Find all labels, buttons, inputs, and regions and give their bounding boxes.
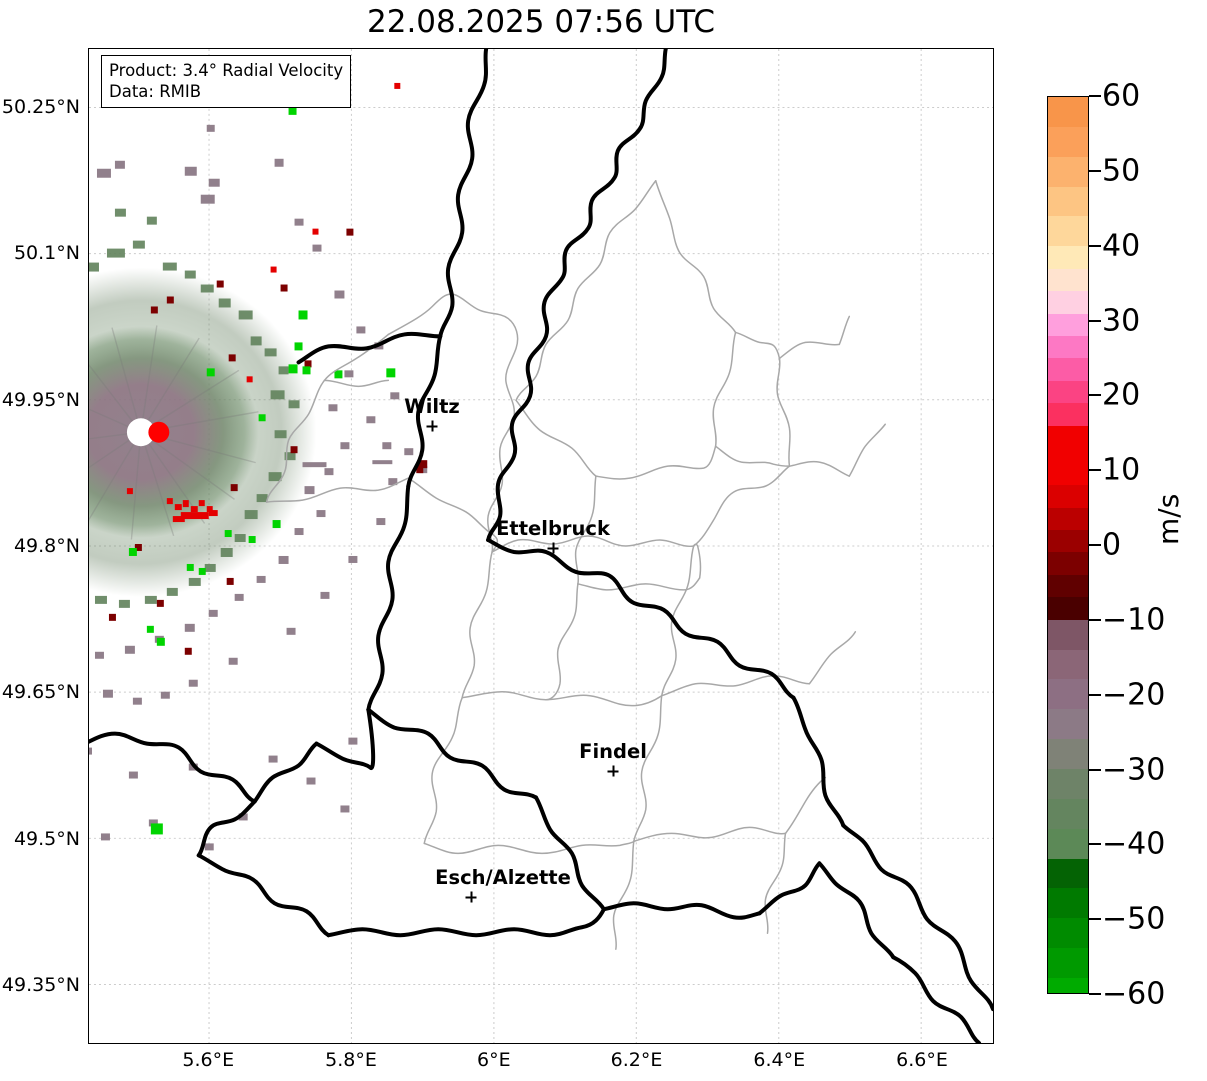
colorbar-band bbox=[1048, 918, 1088, 949]
colorbar-tick-mark bbox=[1089, 918, 1101, 921]
colorbar-band bbox=[1048, 828, 1088, 859]
radar-site-hole bbox=[126, 418, 155, 447]
y-tick-label: 49.35°N bbox=[1, 974, 80, 997]
colorbar-band bbox=[1048, 186, 1088, 217]
colorbar-tick-label: 10 bbox=[1102, 452, 1141, 488]
colorbar-tick-mark bbox=[1089, 394, 1101, 397]
colorbar-band bbox=[1048, 156, 1088, 187]
info-data-line: Data: RMIB bbox=[109, 82, 202, 101]
colorbar-band bbox=[1048, 246, 1088, 269]
colorbar-band bbox=[1048, 425, 1088, 486]
colorbar-tick-mark bbox=[1089, 768, 1101, 771]
colorbar-tick-label: −50 bbox=[1102, 901, 1166, 937]
colorbar-band bbox=[1048, 679, 1088, 710]
city-marker-esch-alzette bbox=[465, 891, 477, 903]
product-info-box: Product: 3.4° Radial Velocity Data: RMIB bbox=[101, 55, 352, 108]
echo-cells-darkred bbox=[108, 228, 428, 655]
y-tick-label: 50.25°N bbox=[1, 95, 80, 118]
colorbar-band bbox=[1048, 216, 1088, 247]
colorbar-tick-label: 0 bbox=[1102, 527, 1122, 563]
colorbar-band bbox=[1048, 619, 1088, 650]
city-marker-findel bbox=[607, 765, 619, 777]
city-marker-wiltz bbox=[426, 420, 438, 432]
colorbar-band bbox=[1048, 335, 1088, 359]
colorbar-band bbox=[1048, 739, 1088, 769]
colorbar-tick-mark bbox=[1089, 544, 1101, 546]
x-tick-label: 5.8°E bbox=[325, 1049, 377, 1071]
colorbar-tick-label: −10 bbox=[1102, 602, 1166, 638]
y-tick-label: 49.8°N bbox=[13, 535, 80, 557]
colorbar-band bbox=[1048, 858, 1088, 889]
colorbar-tick-mark bbox=[1089, 169, 1101, 172]
colorbar-tick-label: 60 bbox=[1102, 78, 1141, 114]
colorbar-band bbox=[1048, 268, 1088, 292]
colorbar-band bbox=[1048, 574, 1088, 598]
colorbar-band bbox=[1048, 380, 1088, 404]
colorbar-tick-mark bbox=[1089, 244, 1101, 247]
colorbar-gradient bbox=[1048, 97, 1088, 993]
colorbar-band bbox=[1048, 709, 1088, 740]
x-tick-label: 5.6°E bbox=[182, 1049, 235, 1071]
x-tick-label: 6°E bbox=[477, 1049, 511, 1071]
colorbar-band bbox=[1048, 403, 1088, 426]
city-marker-ettelbruck bbox=[547, 542, 559, 554]
echo-cells-brightgreen bbox=[128, 106, 396, 835]
colorbar-band bbox=[1048, 649, 1088, 680]
info-product-line: Product: 3.4° Radial Velocity bbox=[109, 61, 344, 80]
colorbar-tick-mark bbox=[1089, 993, 1101, 995]
x-tick-label: 6.6°E bbox=[896, 1049, 948, 1071]
colorbar-tick-mark bbox=[1089, 95, 1101, 97]
colorbar-band bbox=[1048, 485, 1088, 508]
colorbar-tick-label: 20 bbox=[1102, 377, 1141, 413]
y-tick-label: 49.65°N bbox=[1, 681, 80, 704]
colorbar-band bbox=[1048, 552, 1088, 575]
colorbar-band bbox=[1048, 769, 1088, 799]
echo-cells-green bbox=[89, 208, 300, 608]
colorbar-tick-mark bbox=[1089, 618, 1101, 621]
colorbar-band bbox=[1048, 313, 1088, 336]
colorbar-unit-label: m/s bbox=[1152, 493, 1185, 545]
colorbar-band bbox=[1048, 597, 1088, 620]
colorbar-band bbox=[1048, 978, 1088, 993]
radar-map-plot[interactable]: Product: 3.4° Radial Velocity Data: RMIB… bbox=[88, 48, 994, 1044]
colorbar-tick-label: −40 bbox=[1102, 826, 1166, 862]
colorbar-band bbox=[1048, 798, 1088, 829]
colorbar[interactable] bbox=[1047, 96, 1089, 994]
colorbar-band bbox=[1048, 291, 1088, 314]
echo-cells-red bbox=[126, 82, 401, 523]
x-tick-label: 6.2°E bbox=[610, 1049, 663, 1071]
colorbar-tick-label: 30 bbox=[1102, 303, 1141, 338]
colorbar-tick-label: −20 bbox=[1102, 677, 1166, 713]
colorbar-tick-mark bbox=[1089, 319, 1101, 322]
map-canvas: Product: 3.4° Radial Velocity Data: RMIB… bbox=[89, 49, 993, 1043]
y-tick-label: 49.5°N bbox=[13, 827, 80, 850]
colorbar-band bbox=[1048, 507, 1088, 531]
colorbar-tick-label: −60 bbox=[1102, 976, 1166, 1012]
page-title: 22.08.2025 07:56 UTC bbox=[367, 4, 715, 40]
colorbar-band bbox=[1048, 126, 1088, 157]
colorbar-tick-label: 50 bbox=[1102, 153, 1141, 189]
colorbar-tick-label: −30 bbox=[1102, 752, 1166, 787]
district-boundaries bbox=[265, 179, 886, 950]
colorbar-band bbox=[1048, 948, 1088, 979]
radar-echo-layer bbox=[89, 82, 428, 851]
colorbar-tick-mark bbox=[1089, 469, 1101, 472]
colorbar-band bbox=[1048, 530, 1088, 553]
map-vector-layer bbox=[89, 49, 993, 1043]
x-tick-label: 6.4°E bbox=[753, 1049, 806, 1071]
colorbar-tick-mark bbox=[1089, 843, 1101, 846]
colorbar-tick-label: 40 bbox=[1102, 228, 1141, 264]
colorbar-band bbox=[1048, 97, 1088, 127]
colorbar-band bbox=[1048, 888, 1088, 919]
colorbar-tick-mark bbox=[1089, 693, 1101, 696]
national-borders bbox=[89, 49, 993, 1043]
y-tick-label: 50.1°N bbox=[13, 242, 80, 264]
y-tick-label: 49.95°N bbox=[1, 388, 80, 411]
colorbar-band bbox=[1048, 358, 1088, 381]
radar-site-marker bbox=[148, 421, 170, 443]
